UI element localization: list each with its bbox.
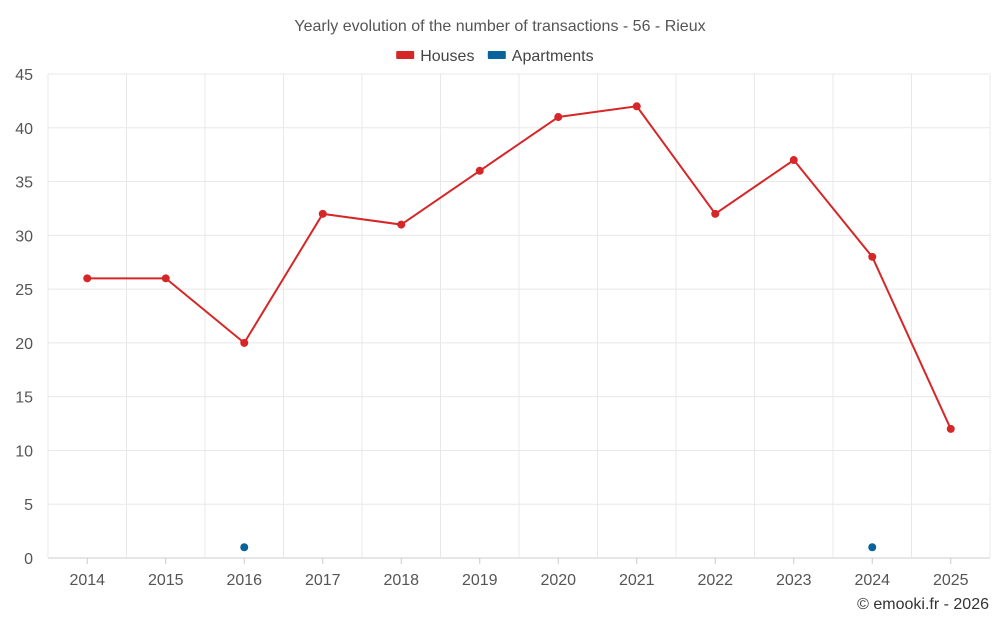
x-tick-label: 2022 bbox=[697, 572, 733, 589]
data-point-houses-2015[interactable] bbox=[161, 274, 170, 283]
data-point-houses-2024[interactable] bbox=[868, 252, 877, 261]
y-tick-label: 0 bbox=[24, 551, 33, 568]
gridlines bbox=[47, 73, 991, 559]
x-tick-label: 2021 bbox=[619, 572, 655, 589]
data-point-houses-2016[interactable] bbox=[240, 338, 249, 347]
data-point-houses-2022[interactable] bbox=[711, 209, 720, 218]
y-tick-label: 25 bbox=[15, 282, 33, 299]
y-tick-label: 30 bbox=[15, 228, 33, 245]
x-tick-label: 2015 bbox=[148, 572, 184, 589]
legend-item-apartments[interactable]: Apartments bbox=[487, 48, 594, 65]
chart-title: Yearly evolution of the number of transa… bbox=[294, 18, 705, 35]
data-point-houses-2018[interactable] bbox=[397, 220, 406, 229]
x-tick-label: 2020 bbox=[540, 572, 576, 589]
data-point-houses-2020[interactable] bbox=[554, 113, 563, 122]
x-tick-label: 2019 bbox=[462, 572, 498, 589]
data-point-apartments-2016[interactable] bbox=[240, 543, 249, 552]
x-tick-label: 2025 bbox=[933, 572, 969, 589]
y-tick-label: 10 bbox=[15, 443, 33, 460]
x-axis: 2014 2015 2016 2017 2018 2019 2020 2021 2022 2023… bbox=[69, 558, 969, 589]
credit-text: © emooki.fr - 2026 bbox=[857, 596, 989, 613]
data-point-houses-2019[interactable] bbox=[475, 166, 484, 175]
y-tick-label: 35 bbox=[15, 175, 33, 192]
y-tick-label: 45 bbox=[15, 67, 33, 84]
data-point-houses-2014[interactable] bbox=[83, 274, 92, 283]
y-axis: 0 5 10 15 20 25 30 35 40 45 bbox=[15, 67, 33, 568]
y-tick-label: 5 bbox=[24, 497, 33, 514]
legend-label: Apartments bbox=[512, 48, 594, 65]
legend: Houses Apartments bbox=[396, 48, 594, 65]
plot-area bbox=[83, 102, 955, 552]
series-line-houses bbox=[87, 105, 952, 430]
legend-swatch bbox=[396, 51, 415, 59]
x-tick-label: 2023 bbox=[776, 572, 812, 589]
data-point-apartments-2024[interactable] bbox=[868, 543, 877, 552]
data-point-houses-2025[interactable] bbox=[946, 424, 955, 433]
legend-label: Houses bbox=[420, 48, 474, 65]
y-tick-label: 20 bbox=[15, 336, 33, 353]
x-tick-label: 2018 bbox=[383, 572, 419, 589]
data-point-houses-2023[interactable] bbox=[789, 156, 798, 165]
x-tick-label: 2014 bbox=[69, 572, 105, 589]
x-tick-label: 2024 bbox=[854, 572, 890, 589]
y-tick-label: 15 bbox=[15, 390, 33, 407]
x-tick-label: 2016 bbox=[226, 572, 262, 589]
data-point-houses-2021[interactable] bbox=[632, 102, 641, 111]
legend-item-houses[interactable]: Houses bbox=[396, 48, 474, 65]
data-point-houses-2017[interactable] bbox=[318, 209, 327, 218]
x-tick-label: 2017 bbox=[305, 572, 341, 589]
legend-swatch bbox=[487, 51, 506, 59]
y-tick-label: 40 bbox=[15, 121, 33, 138]
